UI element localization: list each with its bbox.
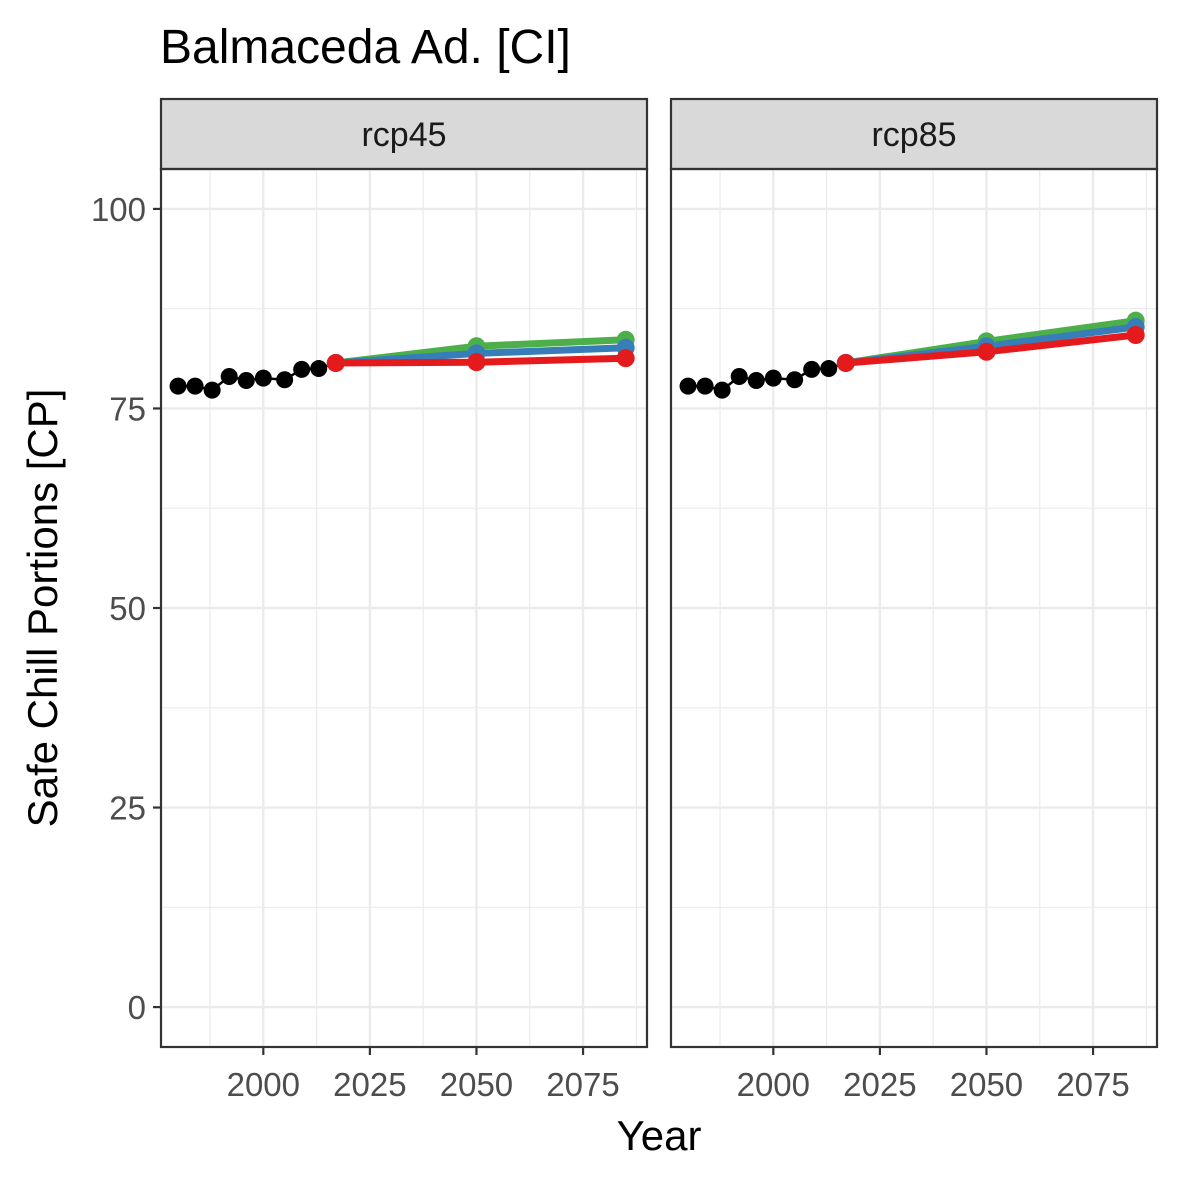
y-tick-label: 100 (91, 191, 146, 228)
historic-point (169, 377, 187, 395)
historic-point (186, 377, 204, 395)
panel-border (669, 167, 1159, 1049)
x-tick-label: 2075 (1056, 1066, 1129, 1103)
plot-marks (169, 330, 635, 399)
x-tick-label: 2025 (843, 1066, 916, 1103)
x-tick-label: 2050 (440, 1066, 513, 1103)
facet-panel-rcp45: rcp45 2000 2025 2050 2075 (159, 97, 649, 1103)
series-point-red (467, 353, 486, 372)
x-tick-label: 2075 (546, 1066, 619, 1103)
facet-strip-rcp45 (159, 97, 649, 171)
series-point-red (836, 353, 855, 372)
historic-point (276, 371, 294, 389)
facet-strip-label: rcp45 (361, 116, 446, 154)
series-point-red (1126, 326, 1145, 345)
y-tick-label: 0 (128, 989, 146, 1026)
facet-strip-label: rcp85 (871, 116, 956, 154)
x-tick-label: 2000 (227, 1066, 300, 1103)
chart-title: Balmaceda Ad. [CI] (160, 21, 571, 74)
historic-point (220, 368, 238, 386)
series-point-red (326, 353, 345, 372)
historic-point (254, 369, 272, 387)
historic-point (820, 360, 838, 378)
x-axis: 2000 2025 2050 2075 (227, 1047, 620, 1103)
x-tick-label: 2050 (950, 1066, 1023, 1103)
historic-point (747, 372, 765, 390)
y-tick-label: 75 (109, 390, 146, 427)
historic-point (786, 371, 804, 389)
historic-point (293, 360, 311, 378)
historic-point (696, 377, 714, 395)
historic-point (713, 381, 731, 399)
series-point-red (977, 342, 996, 361)
historic-point (310, 360, 328, 378)
series-point-red (616, 349, 635, 368)
historic-point (803, 360, 821, 378)
facet-panel-rcp85: rcp85 2000 2025 2050 2075 (669, 97, 1159, 1103)
historic-point (730, 368, 748, 386)
plot-marks (679, 311, 1145, 399)
grid (161, 169, 647, 1047)
x-tick-label: 2000 (737, 1066, 810, 1103)
historic-point (764, 369, 782, 387)
y-axis-title: Safe Chill Portions [CP] (19, 389, 66, 828)
y-axis: 0 25 50 75 100 (91, 191, 161, 1026)
historic-point (679, 377, 697, 395)
grid (671, 169, 1157, 1047)
x-tick-label: 2025 (333, 1066, 406, 1103)
historic-point (203, 381, 221, 399)
y-tick-label: 25 (109, 790, 146, 827)
x-axis: 2000 2025 2050 2075 (737, 1047, 1130, 1103)
historic-point (237, 372, 255, 390)
y-tick-label: 50 (109, 590, 146, 627)
x-axis-title: Year (617, 1112, 702, 1159)
